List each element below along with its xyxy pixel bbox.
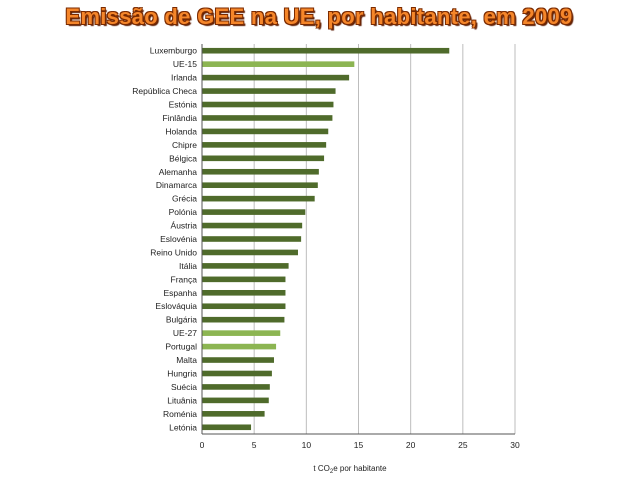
bar [202, 182, 318, 189]
x-tick-label: 10 [302, 440, 312, 450]
category-label: França [171, 274, 198, 284]
bar [202, 155, 325, 162]
bar [202, 303, 286, 310]
axes [201, 44, 515, 435]
bar [202, 397, 269, 404]
bar [202, 47, 450, 54]
bar [202, 101, 334, 108]
category-label: UE-27 [173, 328, 197, 338]
x-tick-label: 15 [354, 440, 364, 450]
x-tick-label: 30 [510, 440, 520, 450]
bar [202, 222, 303, 229]
bar [202, 128, 329, 135]
category-label: Eslovénia [160, 234, 197, 244]
category-label: Portugal [165, 342, 197, 352]
category-label: Roménia [163, 409, 197, 419]
x-axis-label-subscript: 2 [330, 469, 334, 475]
gridlines [253, 44, 516, 434]
bar [202, 74, 350, 81]
bar [202, 276, 286, 283]
category-label: Bulgária [166, 315, 197, 325]
category-label: Holanda [165, 126, 197, 136]
x-tick-labels: 0 5 10 15 20 25 30 [200, 440, 520, 450]
bar [202, 384, 270, 390]
category-label: Espanha [163, 288, 197, 298]
bar [202, 61, 355, 67]
bar [202, 370, 272, 377]
category-label: Irlanda [171, 73, 197, 83]
bar [202, 330, 281, 336]
x-axis-label: t CO2e por habitante [313, 464, 387, 475]
bar [202, 142, 327, 148]
bar [202, 195, 315, 202]
x-tick-label: 25 [458, 440, 468, 450]
category-label: Bélgica [169, 153, 197, 163]
category-label: Finlândia [163, 113, 198, 123]
category-label: Reino Unido [150, 247, 197, 257]
category-label: Letónia [169, 422, 197, 432]
category-label: Malta [176, 355, 197, 365]
category-labels: Luxemburgo UE-15 Irlanda República Checa Est… [132, 46, 197, 433]
x-tick-label: 20 [406, 440, 416, 450]
x-tick-label: 0 [200, 440, 205, 450]
x-tick-label: 5 [252, 440, 257, 450]
bar [202, 343, 277, 350]
category-label: Dinamarca [156, 180, 197, 190]
bar [202, 249, 298, 256]
category-label: República Checa [132, 86, 197, 96]
bar [202, 209, 306, 215]
bar [202, 316, 285, 323]
category-label: Chipre [172, 140, 197, 150]
bar [202, 88, 336, 94]
bars [202, 47, 450, 431]
bar [202, 289, 286, 296]
category-label: Áustria [171, 221, 198, 231]
category-label: Grécia [172, 194, 197, 204]
category-label: Suécia [171, 382, 197, 392]
bar [202, 236, 302, 242]
category-label: Hungria [167, 368, 197, 378]
bar [202, 357, 274, 363]
category-label: Itália [179, 261, 197, 271]
bar [202, 168, 319, 175]
category-label: Eslováquia [155, 301, 197, 311]
bar [202, 115, 333, 121]
category-label: UE-15 [173, 59, 197, 69]
bar [202, 424, 252, 431]
category-label: Polónia [169, 207, 198, 217]
category-label: Luxemburgo [150, 46, 198, 56]
chart-title: Emissão de GEE na UE, por habitante, em … [65, 4, 573, 29]
category-label: Estónia [169, 100, 198, 110]
bar [202, 411, 265, 417]
x-axis-label-rest: e por habitante [333, 464, 387, 473]
x-axis-label-main: t CO [313, 464, 329, 473]
category-label: Alemanha [159, 167, 198, 177]
category-label: Lituânia [167, 395, 197, 405]
bar [202, 263, 289, 269]
